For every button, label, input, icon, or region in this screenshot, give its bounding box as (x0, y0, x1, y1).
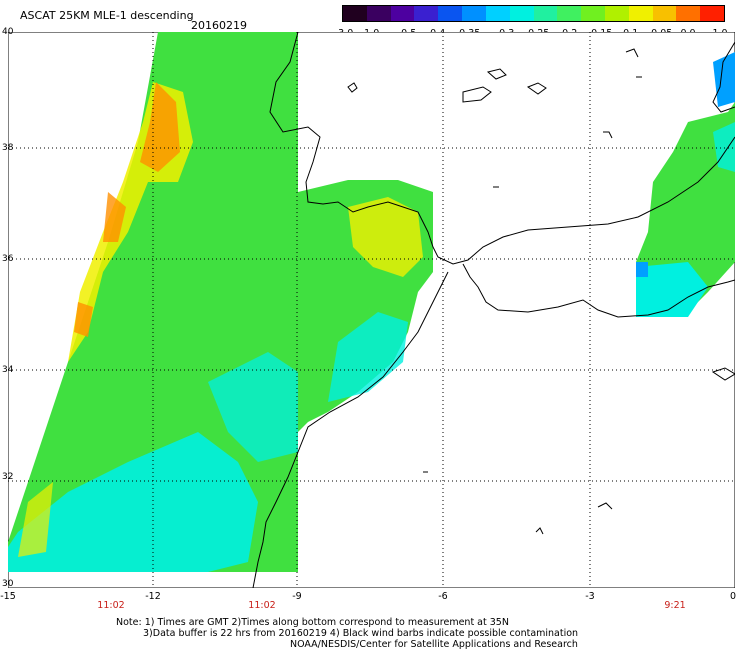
longitude-label: 0 (729, 591, 737, 602)
longitude-label: -15 (0, 591, 16, 602)
coast-morocco (252, 271, 449, 588)
coast-east-iberia (712, 41, 735, 113)
latitude-label: 30 (2, 579, 14, 589)
color-scale-segment (557, 6, 582, 21)
color-scale-bar (342, 5, 725, 22)
color-scale-segment (414, 6, 439, 21)
color-scale-segment (652, 6, 677, 21)
color-scale-segment (438, 6, 463, 21)
color-scale-segment (581, 6, 605, 21)
pass-time-label: 11:02 (248, 600, 276, 611)
longitude-label: -12 (145, 591, 161, 602)
island (603, 131, 613, 139)
island (347, 82, 358, 93)
color-scale-segment (533, 6, 558, 21)
note-line-1: Note: 1) Times are GMT 2)Times along bot… (116, 617, 509, 628)
swath-west-yellow-2 (18, 482, 53, 557)
wind-swath-map (8, 32, 735, 588)
swath-cadiz-yellow (348, 197, 423, 277)
latitude-label: 34 (2, 365, 14, 375)
color-scale-segment (509, 6, 534, 21)
color-scale-segment (628, 6, 653, 21)
island (535, 527, 544, 535)
swath-east-blue-2 (713, 52, 735, 107)
island (597, 502, 613, 510)
swath-west-cyan-2 (208, 352, 298, 462)
swath-west-orange (140, 82, 180, 172)
product-date: 20160219 (191, 19, 247, 32)
island (711, 367, 735, 381)
swath-west-orange-2 (103, 192, 126, 242)
swath-east-cyan (636, 262, 708, 317)
pass-time-label: 11:02 (97, 600, 125, 611)
coast-iberia (269, 32, 735, 265)
island (625, 48, 639, 58)
longitude-label: -9 (292, 591, 302, 602)
island (486, 68, 507, 80)
note-line-3: NOAA/NESDIS/Center for Satellite Applica… (290, 639, 578, 650)
swath-east (636, 102, 735, 317)
product-title: ASCAT 25KM MLE-1 descending (20, 9, 194, 22)
lat-lon-grid (8, 32, 735, 588)
latitude-label: 38 (2, 143, 14, 153)
longitude-label: -6 (438, 591, 448, 602)
color-scale-segment (343, 6, 367, 21)
color-scale-segment (676, 6, 701, 21)
color-scale-segment (485, 6, 510, 21)
island (526, 82, 547, 95)
latitude-label: 36 (2, 254, 14, 264)
swath-east-cyan-2 (713, 122, 735, 172)
color-scale-segment (390, 6, 415, 21)
swath-west (8, 32, 298, 572)
latitude-label: 40 (2, 27, 14, 37)
color-scale-segment (700, 6, 724, 21)
swath-east-blue (636, 262, 648, 277)
swath-west-cyan (8, 432, 258, 572)
color-scale-segment (604, 6, 629, 21)
color-scale-segment (462, 6, 486, 21)
swath-cadiz-cyan (328, 312, 408, 402)
note-line-2: 3)Data buffer is 22 hrs from 20160219 4)… (143, 628, 579, 639)
latitude-label: 32 (2, 472, 14, 482)
pass-time-label: 9:21 (664, 600, 686, 611)
island (462, 86, 492, 103)
scatterometer-swaths (8, 32, 735, 572)
swath-west-orange-3 (74, 302, 93, 337)
longitude-label: -3 (585, 591, 595, 602)
color-scale-segment (366, 6, 391, 21)
